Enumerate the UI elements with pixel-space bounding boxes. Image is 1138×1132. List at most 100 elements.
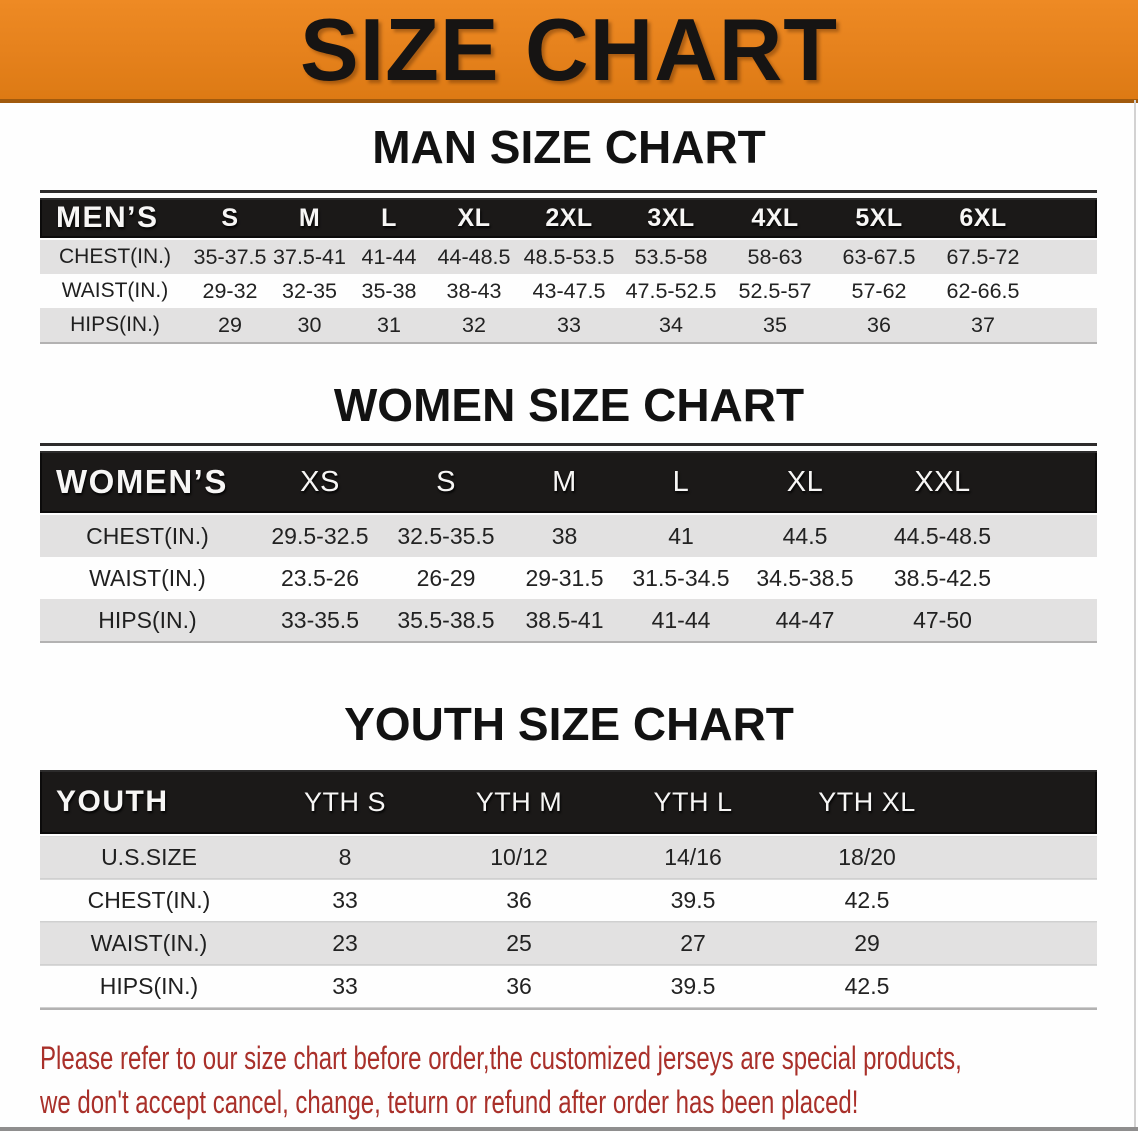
cell-value: 36 — [506, 973, 532, 999]
cell-value: 37 — [971, 312, 995, 337]
cell-value: 34 — [659, 312, 683, 337]
cell-value: 47.5-52.5 — [625, 278, 717, 303]
cell-value: 63-67.5 — [842, 244, 916, 269]
cell-value: 38 — [551, 522, 578, 549]
cell-value: 58-63 — [747, 244, 803, 269]
banner: SIZE CHART — [0, 0, 1138, 103]
table-corner-label: WOMEN’S — [56, 463, 228, 500]
cell-value: 67.5-72 — [946, 244, 1020, 269]
row-label: WAIST(IN.) — [89, 564, 206, 591]
cell-value: 41 — [668, 522, 694, 549]
cell-value: 23 — [332, 930, 358, 956]
table-corner-label: YOUTH — [56, 785, 169, 818]
cell-value: 39.5 — [670, 887, 716, 913]
cell-value: 33 — [557, 312, 581, 337]
men-size-table: MEN’S S M L XL 2XL 3XL 4XL 5XL 6XL CHEST(IN.) 35-37… — [40, 190, 1097, 344]
cell-value: 42.5 — [844, 887, 890, 913]
cell-value: 53.5-58 — [634, 244, 708, 269]
size-column-header: 3XL — [647, 203, 695, 232]
cell-value: 29-31.5 — [525, 564, 604, 591]
size-column-header: XL — [786, 465, 824, 498]
cell-value: 42.5 — [844, 973, 890, 999]
size-column-header: XL — [457, 203, 491, 232]
cell-value: 25 — [506, 930, 532, 956]
cell-value: 35-38 — [361, 278, 417, 303]
row-label: WAIST(IN.) — [90, 930, 208, 956]
cell-value: 44.5-48.5 — [893, 522, 992, 549]
cell-value: 44.5 — [782, 522, 828, 549]
cell-value: 47-50 — [913, 606, 972, 633]
cell-value: 36 — [506, 887, 532, 913]
size-column-header: 4XL — [751, 203, 799, 232]
cell-value: 39.5 — [670, 973, 716, 999]
cell-value: 30 — [297, 312, 322, 337]
table-row: CHEST(IN.) 29.5-32.5 32.5-35.5 38 41 44.5 44.5… — [40, 515, 1097, 557]
cell-value: 44-47 — [775, 606, 835, 633]
disclaimer-text: Please refer to our size chart before or… — [40, 1036, 1090, 1124]
image-bottom-edge — [0, 1127, 1138, 1131]
cell-value: 29 — [854, 930, 880, 956]
cell-value: 52.5-57 — [738, 278, 812, 303]
image-right-edge — [1134, 100, 1136, 1130]
cell-value: 35-37.5 — [193, 244, 267, 269]
cell-value: 26-29 — [416, 564, 476, 591]
row-label: CHEST(IN.) — [59, 245, 171, 268]
cell-value: 41-44 — [361, 244, 417, 269]
size-column-header: S — [221, 203, 239, 232]
table-corner-label: MEN’S — [56, 201, 159, 234]
cell-value: 29 — [218, 312, 242, 337]
cell-value: 43-47.5 — [532, 278, 606, 303]
youth-section-heading: YOUTH SIZE CHART — [344, 698, 794, 750]
size-column-header: XXL — [914, 465, 971, 498]
cell-value: 27 — [680, 930, 706, 956]
table-row: HIPS(IN.) 33-35.5 35.5-38.5 38.5-41 41-44 44-… — [40, 599, 1097, 641]
size-column-header: S — [436, 465, 456, 498]
cell-value: 44-48.5 — [437, 244, 511, 269]
size-column-header: 2XL — [545, 203, 593, 232]
table-header-row: WOMEN’S XS S M L XL XXL — [40, 451, 1097, 513]
cell-value: 36 — [867, 312, 891, 337]
cell-value: 32-35 — [282, 278, 337, 303]
row-label: U.S.SIZE — [101, 844, 197, 870]
size-column-header: YTH S — [303, 786, 386, 817]
size-column-header: YTH XL — [818, 786, 916, 817]
table-row: WAIST(IN.) 23 25 27 29 — [40, 922, 1097, 965]
cell-value: 33-35.5 — [280, 606, 359, 633]
youth-size-table: YOUTH YTH S YTH M YTH L YTH XL U.S.SIZE 8 10/12… — [40, 770, 1097, 1010]
cell-value: 38.5-42.5 — [893, 564, 992, 591]
cell-value: 8 — [338, 844, 352, 870]
size-column-header: M — [298, 203, 321, 232]
row-label: CHEST(IN.) — [86, 522, 209, 549]
women-size-table: WOMEN’S XS S M L XL XXL CHEST(IN.) 29.5-32.5 32.5… — [40, 443, 1097, 643]
cell-value: 38-43 — [446, 278, 502, 303]
cell-value: 33 — [332, 973, 358, 999]
cell-value: 62-66.5 — [946, 278, 1020, 303]
table-row: HIPS(IN.) 29 30 31 32 33 34 35 36 37 — [40, 308, 1097, 342]
cell-value: 41-44 — [651, 606, 711, 633]
size-column-header: YTH M — [475, 786, 563, 817]
table-header-row: MEN’S S M L XL 2XL 3XL 4XL 5XL 6XL — [40, 198, 1097, 238]
cell-value: 38.5-41 — [525, 606, 604, 633]
banner-title: SIZE CHART — [300, 0, 838, 99]
disclaimer-line-1: Please refer to our size chart before or… — [40, 1040, 962, 1076]
cell-value: 10/12 — [490, 844, 548, 870]
cell-value: 34.5-38.5 — [756, 564, 854, 591]
table-row: WAIST(IN.) 29-32 32-35 35-38 38-43 43-47.5 47.… — [40, 274, 1097, 308]
cell-value: 29.5-32.5 — [271, 522, 369, 549]
cell-value: 32.5-35.5 — [397, 522, 495, 549]
table-row: WAIST(IN.) 23.5-26 26-29 29-31.5 31.5-34.5 34… — [40, 557, 1097, 599]
row-label: CHEST(IN.) — [87, 887, 211, 913]
row-label: HIPS(IN.) — [98, 606, 197, 633]
cell-value: 35.5-38.5 — [397, 606, 495, 633]
size-column-header: 6XL — [959, 203, 1007, 232]
size-column-header: M — [552, 465, 577, 498]
table-row: HIPS(IN.) 33 36 39.5 42.5 — [40, 965, 1097, 1008]
cell-value: 29-32 — [202, 278, 258, 303]
cell-value: 35 — [763, 312, 787, 337]
size-column-header: 5XL — [855, 203, 903, 232]
men-section-heading: MAN SIZE CHART — [372, 121, 766, 173]
size-column-header: XS — [300, 465, 340, 498]
row-label: HIPS(IN.) — [99, 973, 199, 999]
cell-value: 37.5-41 — [273, 244, 346, 269]
